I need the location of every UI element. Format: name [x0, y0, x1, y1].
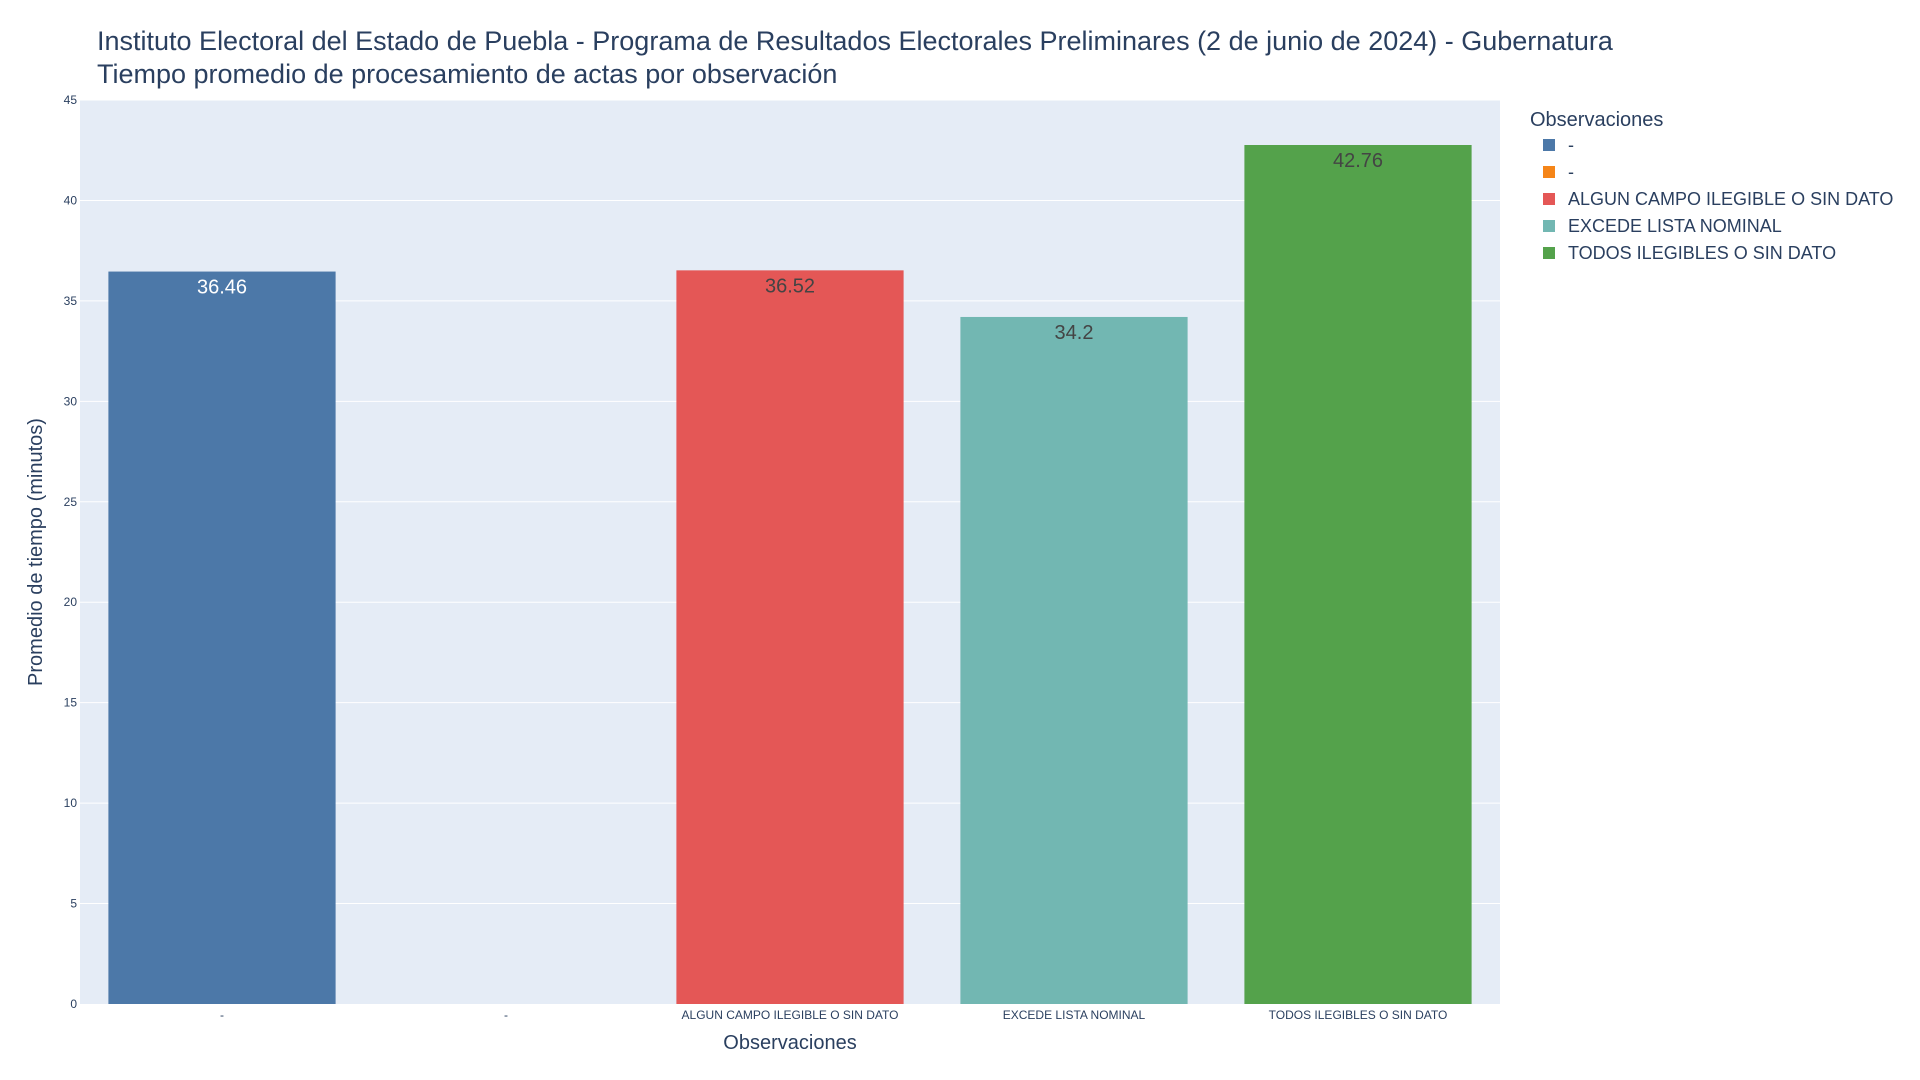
legend-label: EXCEDE LISTA NOMINAL — [1568, 216, 1782, 236]
x-tick-label: - — [220, 1008, 224, 1022]
chart-title: Instituto Electoral del Estado de Puebla… — [97, 26, 1614, 56]
chart-subtitle: Tiempo promedio de procesamiento de acta… — [97, 59, 837, 89]
legend-item[interactable]: - — [1543, 162, 1574, 182]
y-tick-label: 15 — [64, 696, 78, 710]
y-tick-label: 40 — [64, 193, 78, 207]
legend-items[interactable]: - - ALGUN CAMPO ILEGIBLE O SIN DATO EXCEDE … — [1543, 135, 1893, 263]
y-tick-label: 10 — [64, 796, 78, 810]
bar-value-label: 36.46 — [197, 277, 247, 299]
legend[interactable]: Observaciones - - ALGUN CAMPO ILEGIBLE O S… — [1530, 109, 1893, 263]
legend-swatch — [1543, 139, 1555, 151]
bar-labels: 36.46 36.52 34.2 42.76 — [197, 150, 1383, 344]
legend-title: Observaciones — [1530, 109, 1663, 131]
y-tick-label: 30 — [64, 394, 78, 408]
bar-value-label: 42.76 — [1333, 150, 1383, 172]
x-axis-title: Observaciones — [723, 1032, 856, 1054]
x-tick-label: TODOS ILEGIBLES O SIN DATO — [1269, 1008, 1448, 1022]
bar-value-label: 34.2 — [1055, 322, 1094, 344]
x-axis-ticks: - - ALGUN CAMPO ILEGIBLE O SIN DATO EXCEDE … — [220, 1008, 1447, 1022]
legend-item[interactable]: TODOS ILEGIBLES O SIN DATO — [1543, 243, 1836, 263]
legend-swatch — [1543, 220, 1555, 232]
y-tick-label: 0 — [70, 997, 77, 1011]
legend-label: TODOS ILEGIBLES O SIN DATO — [1568, 243, 1836, 263]
bar-value-label: 36.52 — [765, 275, 815, 297]
bar[interactable] — [108, 271, 336, 1005]
legend-swatch — [1543, 193, 1555, 205]
bars — [108, 144, 1472, 1005]
y-tick-label: 5 — [70, 897, 77, 911]
y-axis-title: Promedio de tiempo (minutos) — [25, 418, 47, 686]
x-tick-label: EXCEDE LISTA NOMINAL — [1003, 1008, 1146, 1022]
y-tick-label: 35 — [64, 294, 78, 308]
legend-item[interactable]: ALGUN CAMPO ILEGIBLE O SIN DATO — [1543, 189, 1893, 209]
legend-swatch — [1543, 247, 1555, 259]
legend-label: - — [1568, 135, 1574, 155]
bar[interactable] — [960, 316, 1188, 1005]
y-tick-label: 25 — [64, 495, 78, 509]
y-axis-ticks: 0 5 10 15 20 25 30 35 40 45 — [64, 93, 78, 1011]
legend-swatch — [1543, 166, 1555, 178]
legend-label: ALGUN CAMPO ILEGIBLE O SIN DATO — [1568, 189, 1893, 209]
bar[interactable] — [1244, 144, 1472, 1004]
legend-item[interactable]: EXCEDE LISTA NOMINAL — [1543, 216, 1782, 236]
legend-label: - — [1568, 162, 1574, 182]
legend-item[interactable]: - — [1543, 135, 1574, 155]
y-tick-label: 45 — [64, 93, 78, 107]
x-tick-label: ALGUN CAMPO ILEGIBLE O SIN DATO — [682, 1008, 899, 1022]
bar[interactable] — [676, 270, 904, 1005]
y-tick-label: 20 — [64, 595, 78, 609]
x-tick-label: - — [504, 1008, 508, 1022]
